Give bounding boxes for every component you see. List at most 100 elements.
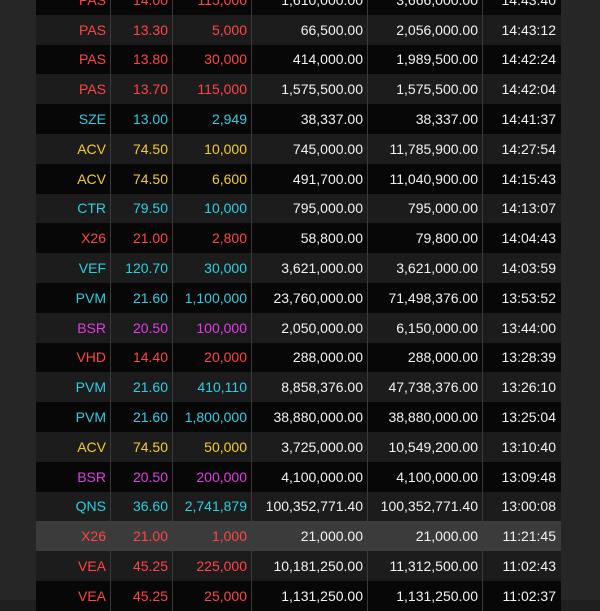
table-row[interactable]: CTR 79.50 10,000 795,000.00 795,000.00 14:13:… (36, 193, 561, 224)
volume-cell: 2,741,879 (173, 491, 252, 522)
time-cell: 11:02:43 (502, 558, 556, 575)
price-cell: 13.30 (111, 14, 173, 45)
table-row[interactable]: VEA 45.25 25,000 1,131,250.00 1,131,250.00 11… (36, 580, 561, 611)
table-row[interactable]: BSR 20.50 100,000 2,050,000.00 6,150,000.00 1… (36, 312, 561, 343)
time-cell: 13:10:40 (501, 438, 557, 455)
table-row[interactable]: PVM 21.60 1,100,000 23,760,000.00 71,498,376… (36, 282, 561, 313)
table-row[interactable]: SZE 13.00 2,949 38,337.00 38,337.00 14:41:37 (36, 104, 561, 134)
table-row[interactable]: PAS14.00115,0001,610,000.003,666,000.001… (36, 0, 561, 15)
time-cell: 13:53:52 (501, 289, 557, 306)
value-cell: 100,352,771.40 (252, 491, 368, 522)
volume-cell: 20,000 (173, 342, 252, 373)
table-row[interactable]: PAS 13.30 5,000 66,500.00 2,056,000.00 14:43:… (36, 14, 561, 45)
time-cell: 14:03:59 (501, 260, 557, 277)
table-row[interactable]: VHD 14.40 20,000 288,000.00 288,000.00 13:28:… (36, 342, 561, 373)
volume-cell: 1,000 (173, 521, 252, 552)
volume-cell: 1,100,000 (173, 282, 252, 313)
volume-cell: 10,000 (173, 133, 252, 164)
accumulated-value-cell: 10,549,200.00 (368, 431, 483, 462)
price-cell: 20.50 (111, 312, 173, 343)
accumulated-value-cell: 1,989,500.00 (368, 44, 483, 75)
accumulated-value-cell: 288,000.00 (368, 342, 483, 373)
table-row[interactable]: VEA 45.25 225,000 10,181,250.00 11,312,500.0… (36, 551, 561, 581)
time-cell: 13:26:10 (501, 379, 557, 396)
symbol-cell: ACV (36, 431, 111, 462)
symbol-cell: PAS (36, 14, 111, 45)
accumulated-value-cell: 1,575,500.00 (368, 74, 483, 105)
price-cell: 74.50 (111, 163, 173, 194)
value-cell: 23,760,000.00 (252, 282, 368, 313)
volume-cell: 2,949 (173, 104, 252, 134)
time-cell: 14:42:24 (501, 51, 557, 68)
value-cell: 414,000.00 (252, 44, 368, 75)
trade-table[interactable]: PAS14.00115,0001,610,000.003,666,000.001… (36, 0, 561, 611)
time-cell: 11:21:45 (502, 528, 556, 545)
table-row[interactable]: ACV 74.50 50,000 3,725,000.00 10,549,200.00 1… (36, 431, 561, 462)
accumulated-value-cell: 79,800.00 (368, 223, 483, 254)
price-cell: 120.70 (111, 253, 173, 283)
symbol-cell: PAS (36, 0, 111, 15)
value-cell: 8,858,376.00 (252, 372, 368, 403)
volume-cell: 5,000 (173, 14, 252, 45)
time-cell: 14:42:04 (501, 81, 557, 98)
price-cell: 14.00 (111, 0, 173, 15)
time-cell: 14:43:12 (501, 21, 557, 38)
symbol-cell: CTR (36, 193, 111, 224)
volume-cell: 6,600 (173, 163, 252, 194)
volume-cell: 225,000 (173, 551, 252, 581)
value-cell: 58,800.00 (252, 223, 368, 254)
table-row[interactable]: ACV 74.50 6,600 491,700.00 11,040,900.00 14:1… (36, 163, 561, 194)
value-cell: 38,337.00 (252, 104, 368, 134)
time-cell: 13:28:39 (501, 349, 557, 366)
accumulated-value-cell: 11,785,900.00 (368, 133, 483, 164)
table-row[interactable]: PAS 13.80 30,000 414,000.00 1,989,500.00 14:4… (36, 44, 561, 75)
accumulated-value-cell: 3,621,000.00 (368, 253, 483, 283)
price-cell: 21.00 (111, 223, 173, 254)
accumulated-value-cell: 21,000.00 (368, 521, 483, 552)
price-cell: 45.25 (111, 551, 173, 581)
accumulated-value-cell: 6,150,000.00 (368, 312, 483, 343)
value-cell: 4,100,000.00 (252, 461, 368, 492)
table-row[interactable]: PVM 21.60 1,800,000 38,880,000.00 38,880,000… (36, 402, 561, 432)
table-row[interactable]: PVM 21.60 410,110 8,858,376.00 47,738,376.00… (36, 372, 561, 403)
table-row[interactable]: ACV 74.50 10,000 745,000.00 11,785,900.00 14:… (36, 133, 561, 164)
price-cell: 21.60 (111, 402, 173, 432)
price-cell: 13.00 (111, 104, 173, 134)
value-cell: 2,050,000.00 (252, 312, 368, 343)
time-cell: 14:43:40 (483, 0, 561, 15)
symbol-cell: X26 (36, 223, 111, 254)
time-cell: 14:04:43 (501, 230, 557, 247)
table-row[interactable]: VEF 120.70 30,000 3,621,000.00 3,621,000.00 1… (36, 253, 561, 283)
value-cell: 1,610,000.00 (252, 0, 368, 15)
symbol-cell: PVM (36, 282, 111, 313)
price-cell: 45.25 (111, 580, 173, 611)
accumulated-value-cell: 38,337.00 (368, 104, 483, 134)
volume-cell: 10,000 (173, 193, 252, 224)
price-cell: 74.50 (111, 431, 173, 462)
value-cell: 288,000.00 (252, 342, 368, 373)
accumulated-value-cell: 47,738,376.00 (368, 372, 483, 403)
table-row[interactable]: BSR 20.50 200,000 4,100,000.00 4,100,000.00 1… (36, 461, 561, 492)
symbol-cell: PVM (36, 372, 111, 403)
left-margin (0, 0, 36, 600)
symbol-cell: X26 (36, 521, 111, 552)
accumulated-value-cell: 100,352,771.40 (368, 491, 483, 522)
symbol-cell: BSR (36, 461, 111, 492)
value-cell: 3,621,000.00 (252, 253, 368, 283)
table-row[interactable]: QNS 36.60 2,741,879 100,352,771.40 100,352,7… (36, 491, 561, 522)
volume-cell: 30,000 (173, 253, 252, 283)
table-row[interactable]: X26 21.00 2,800 58,800.00 79,800.00 14:04:43 (36, 223, 561, 254)
volume-cell: 30,000 (173, 44, 252, 75)
time-cell: 11:02:37 (502, 587, 556, 604)
time-cell: 13:44:00 (501, 319, 557, 336)
symbol-cell: PAS (36, 44, 111, 75)
accumulated-value-cell: 11,040,900.00 (368, 163, 483, 194)
table-row-selected[interactable]: X26 21.00 1,000 21,000.00 21,000.00 11:21:45 (36, 521, 561, 552)
volume-cell: 1,800,000 (173, 402, 252, 432)
symbol-cell: BSR (36, 312, 111, 343)
volume-cell: 2,800 (173, 223, 252, 254)
table-row[interactable]: PAS 13.70 115,000 1,575,500.00 1,575,500.00 1… (36, 74, 561, 105)
time-cell: 14:27:54 (501, 140, 557, 157)
value-cell: 1,575,500.00 (252, 74, 368, 105)
